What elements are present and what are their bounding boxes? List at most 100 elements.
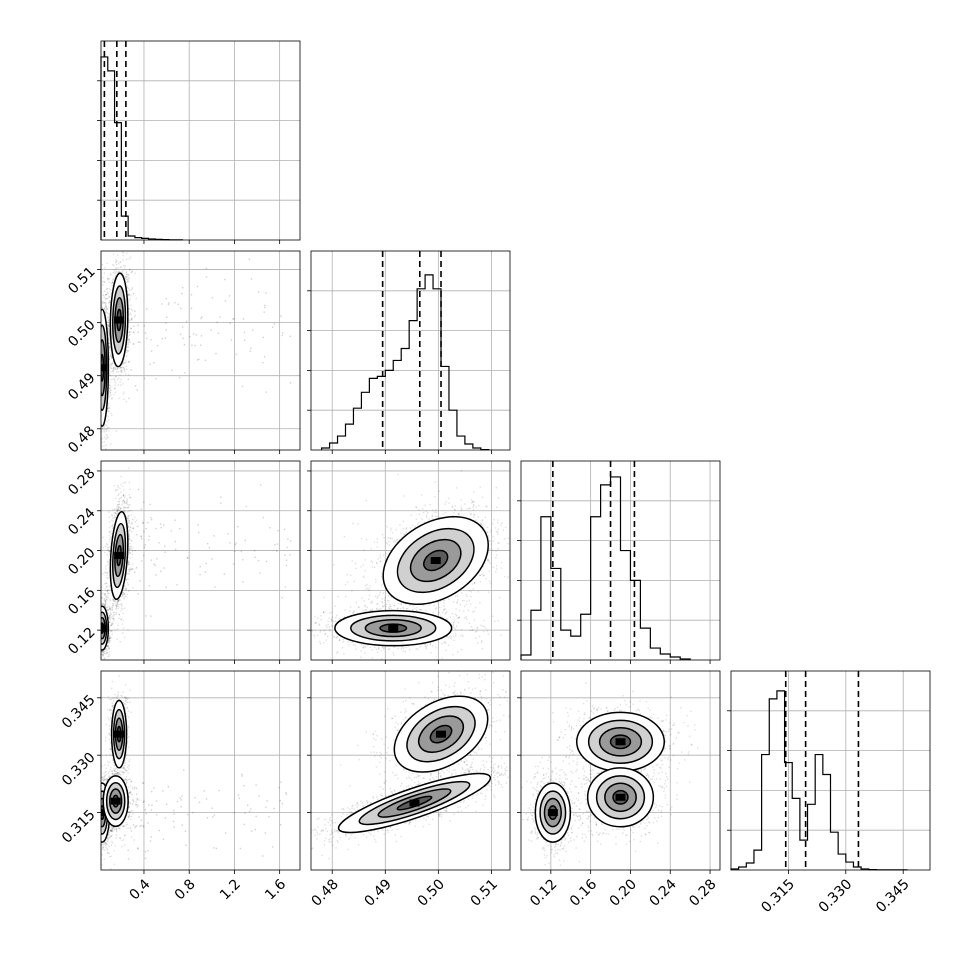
scatter-point [111, 630, 114, 632]
scatter-point [229, 322, 231, 324]
scatter-point [128, 293, 131, 296]
scatter-point [97, 461, 98, 462]
scatter-point [98, 394, 99, 395]
scatter-point [115, 267, 118, 269]
scatter-point [104, 605, 106, 607]
scatter-point [108, 615, 111, 618]
scatter-point [120, 271, 122, 273]
scatter-point [116, 368, 119, 370]
scatter-point [90, 623, 91, 624]
scatter-point [99, 338, 100, 339]
scatter-point [99, 337, 100, 338]
scatter-point [114, 517, 117, 519]
scatter-point [200, 335, 203, 337]
scatter-point [99, 634, 100, 635]
scatter-point [118, 598, 121, 601]
scatter-point [99, 407, 100, 408]
scatter-point [98, 624, 99, 625]
scatter-point [127, 511, 129, 513]
scatter-point [249, 350, 251, 352]
scatter-point [118, 503, 120, 505]
scatter-point [108, 639, 110, 641]
scatter-point [114, 512, 116, 514]
scatter-point [107, 332, 109, 335]
scatter-point [99, 617, 100, 618]
panel-content [93, 251, 292, 462]
scatter-point [130, 545, 133, 548]
scatter-point [123, 391, 125, 393]
scatter-point [102, 592, 104, 595]
scatter-point [129, 538, 131, 541]
scatter-point [104, 600, 106, 603]
scatter-point [109, 374, 112, 377]
scatter-point [94, 349, 95, 350]
scatter-point [112, 370, 114, 372]
scatter-point [99, 458, 100, 459]
scatter-point [98, 354, 99, 355]
scatter-point [96, 342, 97, 343]
scatter-point [112, 599, 115, 601]
scatter-point [95, 359, 96, 360]
scatter-point [101, 650, 103, 653]
scatter-point [98, 626, 99, 627]
scatter-point [103, 445, 105, 447]
scatter-point [113, 597, 115, 600]
scatter-point [161, 337, 163, 340]
scatter-point [126, 281, 128, 284]
scatter-point [99, 646, 100, 647]
scatter-point [97, 357, 98, 358]
scatter-point [113, 514, 116, 517]
scatter-point [125, 507, 128, 509]
scatter-point [101, 437, 103, 440]
scatter-point [99, 438, 100, 439]
scatter-point [98, 353, 99, 354]
scatter-point [99, 427, 100, 428]
scatter-point [97, 390, 98, 391]
scatter-point [95, 338, 96, 339]
scatter-point [105, 306, 107, 308]
scatter-point [233, 317, 235, 320]
scatter-point [95, 621, 96, 622]
scatter-point [104, 594, 106, 597]
scatter-point [96, 371, 97, 372]
scatter-point [117, 606, 120, 608]
scatter-point [99, 422, 100, 423]
scatter-point [112, 517, 114, 519]
scatter-point [121, 504, 123, 506]
scatter-point [112, 508, 114, 511]
scatter-point [129, 341, 131, 343]
scatter-point [205, 276, 208, 278]
scatter-point [135, 519, 138, 521]
scatter-point [96, 627, 97, 628]
scatter-point [93, 644, 94, 645]
scatter-point [92, 606, 93, 607]
scatter-point [232, 318, 234, 320]
scatter-point [116, 510, 119, 512]
scatter-point [95, 365, 96, 366]
scatter-point [99, 623, 100, 624]
scatter-point [99, 640, 100, 641]
scatter-point [109, 362, 112, 365]
scatter-point [110, 624, 113, 626]
scatter-point [120, 366, 122, 369]
scatter-point [111, 355, 113, 357]
scatter-point [106, 427, 109, 430]
scatter-point [115, 381, 117, 384]
scatter-point [273, 323, 276, 325]
scatter-point [98, 406, 99, 407]
scatter-point [121, 605, 123, 607]
scatter-point [98, 608, 99, 609]
scatter-point [108, 618, 110, 620]
scatter-point [182, 286, 184, 289]
scatter-point [126, 349, 128, 352]
scatter-point [98, 654, 99, 655]
scatter-point [96, 384, 97, 385]
scatter-point [198, 358, 200, 360]
scatter-point [93, 345, 94, 346]
scatter-point [116, 378, 119, 381]
scatter-point [115, 611, 117, 614]
scatter-point [108, 516, 111, 519]
scatter-point [115, 264, 118, 266]
scatter-point [116, 603, 119, 605]
scatter-point [129, 552, 131, 555]
